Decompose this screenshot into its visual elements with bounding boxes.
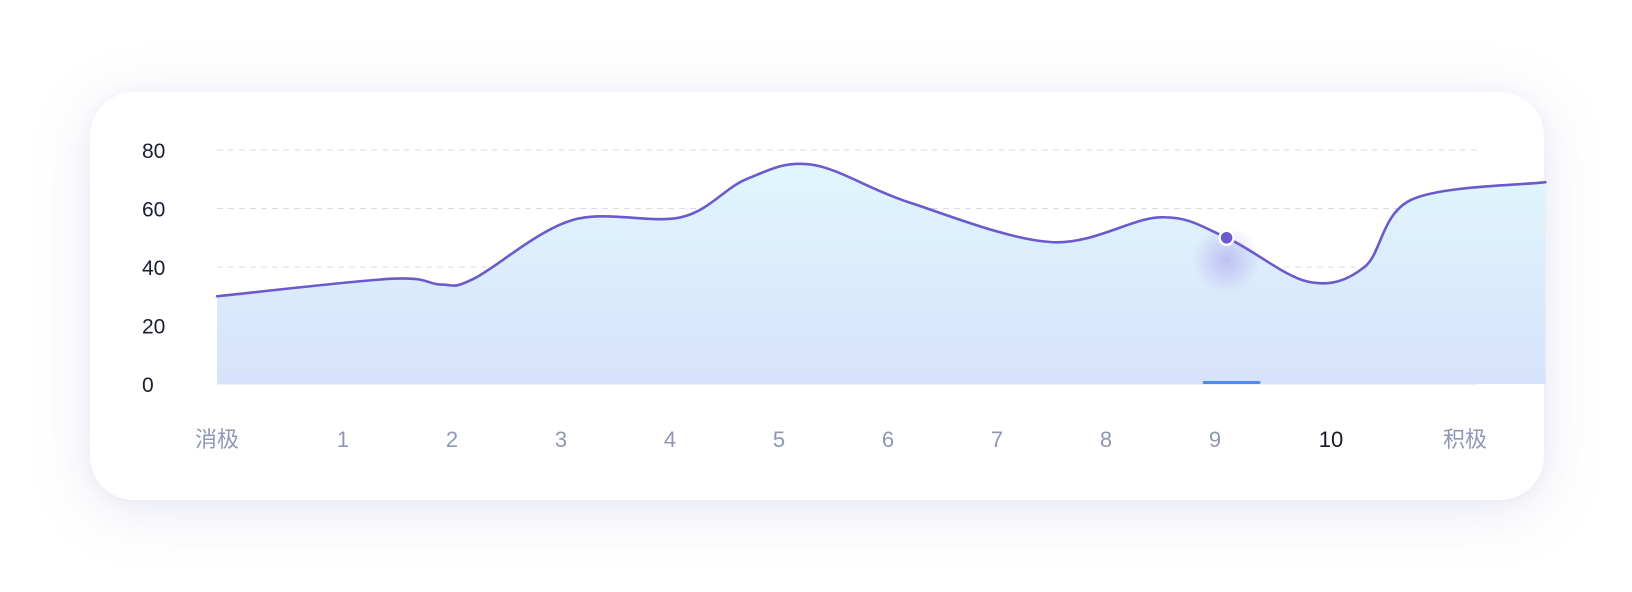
area-fill <box>217 163 1546 384</box>
x-tick-label: 5 <box>773 427 785 452</box>
x-tick-label: 消极 <box>195 427 239 452</box>
x-tick-label: 1 <box>337 427 349 452</box>
x-tick-label: 2 <box>446 427 458 452</box>
x-tick-label: 4 <box>664 427 676 452</box>
selection-indicator <box>1202 381 1261 384</box>
x-tick-label: 10 <box>1319 427 1343 452</box>
x-tick-label: 8 <box>1100 427 1112 452</box>
x-tick-label: 积极 <box>1443 427 1487 452</box>
marker-glow <box>1192 225 1261 294</box>
y-tick-label: 20 <box>142 316 165 339</box>
y-tick-label: 0 <box>142 374 154 397</box>
x-tick-label: 7 <box>991 427 1003 452</box>
series-marker <box>1218 229 1235 246</box>
x-tick-label: 6 <box>882 427 894 452</box>
x-tick-label: 3 <box>555 427 567 452</box>
x-tick-label: 9 <box>1209 427 1221 452</box>
series-line <box>215 162 1547 298</box>
y-tick-label: 40 <box>142 257 165 280</box>
y-tick-label: 60 <box>142 199 165 222</box>
y-tick-label: 80 <box>142 140 165 163</box>
